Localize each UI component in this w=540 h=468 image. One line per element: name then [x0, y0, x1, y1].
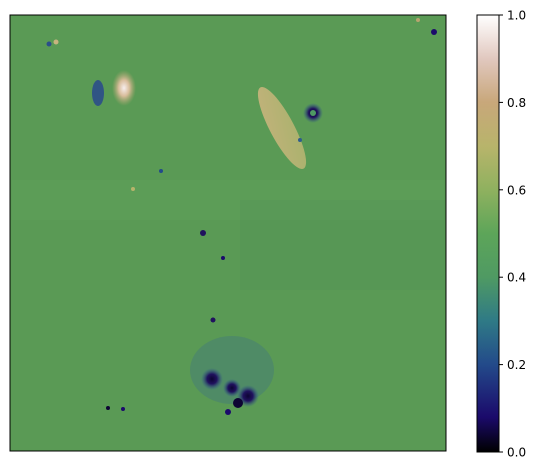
colorbar-tick-label: 0.4: [507, 271, 526, 285]
ridge-feature: [257, 86, 307, 170]
colorbar-tick-label: 0.6: [507, 183, 526, 197]
height-map-image: [9, 14, 447, 452]
bright-bump-topleft: [112, 70, 136, 106]
colorbar-tick-label: 0.2: [507, 358, 526, 372]
image-background: [9, 14, 447, 452]
colorbar-ticks: 0.0 0.2 0.4 0.6 0.8 1.0: [499, 9, 526, 460]
dark-pit-topleft: [92, 80, 104, 106]
colorbar-tick-label: 1.0: [507, 9, 526, 23]
colorbar: 0.0 0.2 0.4 0.6 0.8 1.0: [476, 9, 526, 460]
colorbar-tick-label: 0.0: [507, 446, 526, 460]
colorbar-tick-label: 0.8: [507, 96, 526, 110]
dark-cluster-bottom: [190, 336, 274, 415]
colorbar-gradient: [476, 14, 500, 453]
